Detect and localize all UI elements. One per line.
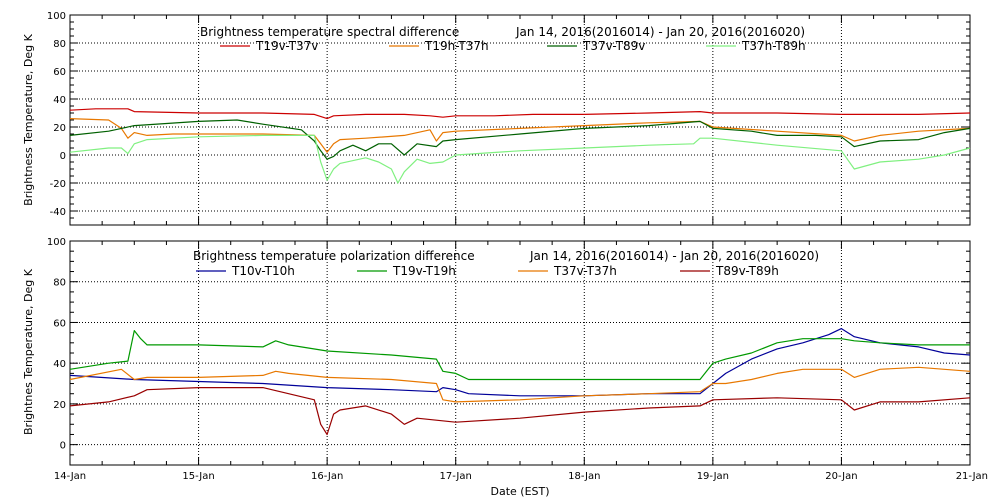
- x-tick-label: 16-Jan: [311, 471, 343, 482]
- spectral-ytick-label: 0: [60, 151, 66, 162]
- polarization-ytick-label: 40: [53, 359, 66, 370]
- spectral-ytick-label: 40: [53, 95, 66, 106]
- polarization-series: [69, 328, 971, 436]
- spectral-legend-label: T37v-T89v: [582, 39, 645, 53]
- spectral-legend-label: T19h-T37h: [424, 39, 489, 53]
- x-tick-label: 14-Jan: [54, 471, 86, 482]
- x-tick-label: 17-Jan: [440, 471, 472, 482]
- polarization-legend-label: T89v-T89h: [715, 264, 779, 278]
- polarization-ytick-label: 80: [53, 278, 66, 289]
- spectral-ytick-label: -40: [50, 207, 66, 218]
- polarization-legend-label: T19v-T19h: [392, 264, 456, 278]
- polarization-series-t19v-t19h: [69, 330, 970, 381]
- x-tick-label: 21-Jan: [956, 471, 988, 482]
- polarization-legend-label: T37v-T37h: [553, 264, 617, 278]
- spectral-plot-frame: [69, 14, 971, 226]
- polarization-y-axis-label: Brightnes Temperature, Deg K: [22, 268, 35, 435]
- spectral-series-t37v-t89v: [69, 119, 971, 160]
- polarization-gridlines: [70, 241, 970, 465]
- polarization-panel: 0 20 40 60 80 100 Brightness temperature pola…: [22, 237, 988, 498]
- spectral-series-t19h-t37h: [69, 118, 971, 153]
- spectral-title: Brightness temperature spectral differen…: [200, 25, 459, 39]
- spectral-ytick-label: 60: [53, 67, 66, 78]
- polarization-legend-label: T10v-T10h: [231, 264, 295, 278]
- spectral-series: [69, 108, 971, 184]
- spectral-gridlines: [70, 15, 970, 225]
- x-tick-label: 19-Jan: [697, 471, 729, 482]
- polarization-legend: T10v-T10h T19v-T19h T37v-T37h T89v-T89h: [196, 264, 779, 278]
- spectral-ytick-label: 80: [53, 39, 66, 50]
- spectral-series-t37h-t89h: [69, 134, 971, 184]
- spectral-date-range: Jan 14, 2016(2016014) - Jan 20, 2016(201…: [515, 25, 805, 39]
- polarization-ytick-label: 60: [53, 318, 66, 329]
- polarization-ytick-label: 100: [47, 237, 66, 248]
- spectral-ytick-label: -20: [50, 179, 66, 190]
- polarization-ytick-label: 0: [60, 441, 66, 452]
- x-tick-label: 18-Jan: [568, 471, 600, 482]
- x-tick-label: 15-Jan: [182, 471, 214, 482]
- spectral-legend-label: T37h-T89h: [741, 39, 806, 53]
- spectral-y-axis-label: Brightness Temperature, Deg K: [22, 33, 35, 205]
- polarization-series-t89v-t89h: [69, 387, 971, 436]
- spectral-legend: T19v-T37v T19h-T37h T37v-T89v T37h-T89h: [220, 39, 806, 53]
- x-tick-labels: 14-Jan 15-Jan 16-Jan 17-Jan 18-Jan 19-Jan 20-J…: [54, 471, 988, 482]
- spectral-ytick-label: 20: [53, 123, 66, 134]
- x-axis-label: Date (EST): [490, 485, 549, 498]
- spectral-legend-label: T19v-T37v: [255, 39, 318, 53]
- polarization-series-t10v-t10h: [69, 328, 971, 397]
- polarization-title: Brightness temperature polarization diff…: [193, 249, 475, 263]
- spectral-panel: -40 -20 0 20 40 60 80 100 Brightness temperatur…: [22, 11, 971, 226]
- x-tick-label: 20-Jan: [825, 471, 857, 482]
- spectral-ytick-label: 100: [47, 11, 66, 22]
- spectral-ticks: -40 -20 0 20 40 60 80 100: [47, 11, 971, 226]
- polarization-date-range: Jan 14, 2016(2016014) - Jan 20, 2016(201…: [529, 249, 819, 263]
- polarization-plot-frame: [69, 240, 971, 466]
- polarization-ytick-label: 20: [53, 400, 66, 411]
- polarization-series-t37v-t37h: [69, 366, 971, 403]
- polarization-ticks: 0 20 40 60 80 100: [47, 237, 971, 466]
- spectral-series-t19v-t37v: [69, 108, 971, 120]
